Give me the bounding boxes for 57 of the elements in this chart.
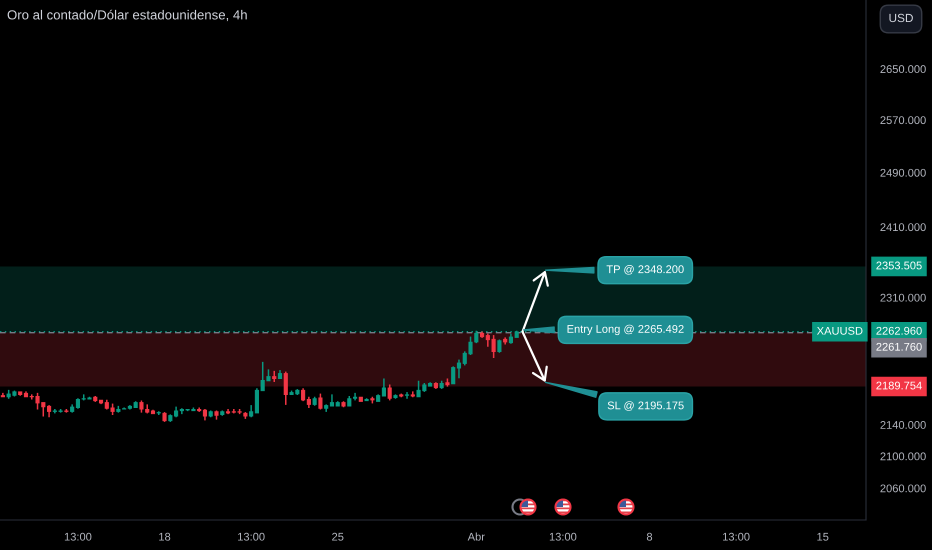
candlestick (388, 384, 392, 400)
x-tick-label: 15 (817, 532, 828, 541)
candlestick (0, 392, 5, 398)
candlestick (220, 410, 224, 416)
candlestick (440, 380, 444, 389)
candlestick (156, 411, 161, 415)
candlestick (272, 370, 276, 382)
candlestick (214, 410, 219, 420)
candlestick (393, 394, 398, 399)
x-tick-label: 18 (159, 532, 170, 541)
candlestick (445, 378, 450, 387)
candlestick (497, 340, 502, 353)
candlestick (284, 372, 288, 405)
candlestick (503, 337, 508, 345)
candlestick (318, 394, 322, 410)
y-tick-label: 2060.000 (880, 484, 926, 492)
annotation: SL @ 2195.175 (608, 401, 684, 411)
candlestick (208, 410, 213, 418)
x-tick-label: 13:00 (723, 532, 750, 541)
candlestick (404, 392, 410, 399)
text: XAUUSD (816, 326, 862, 335)
x-tick-label: 13:00 (238, 532, 265, 541)
ref-line-label: 2262.960 (876, 326, 922, 335)
band-label: 2353.505 (876, 262, 922, 270)
candlestick (162, 412, 167, 422)
x-tick-label: 13:00 (64, 532, 92, 541)
annotation: TP @ 2348.200 (606, 265, 684, 275)
y-tick-label: 2100.000 (880, 452, 926, 460)
candlestick (64, 408, 68, 413)
y-tick-label: 2650.000 (880, 65, 926, 74)
candlestick (364, 398, 369, 402)
y-tick-label: 2310.000 (880, 294, 926, 302)
band-label: 2189.754 (876, 382, 922, 390)
candlestick (278, 370, 282, 380)
candlestick (358, 396, 363, 402)
y-tick-label: 2140.000 (880, 421, 926, 429)
candlestick (370, 396, 374, 404)
candlestick (410, 391, 415, 398)
candlestick (312, 396, 317, 406)
candlestick (243, 412, 248, 419)
text: Oro al contado/Dólar estadounidense, 4h (8, 10, 247, 22)
candlestick (306, 396, 311, 408)
x-tick-label: 8 (646, 532, 652, 541)
candlestick (301, 388, 306, 402)
candlestick (341, 401, 346, 408)
x-tick-label: Abr (468, 532, 485, 541)
candlestick (399, 394, 404, 398)
ref-line-label: 2261.760 (876, 342, 922, 351)
y-tick-label: 2570.000 (880, 116, 926, 124)
annotation: Entry Long @ 2265.492 (568, 324, 684, 336)
y-tick-label: 2410.000 (880, 223, 926, 232)
candlestick (191, 407, 196, 412)
x-tick-label: 13:00 (550, 532, 576, 541)
y-axis-title: USD (889, 14, 913, 22)
x-tick-label: 25 (332, 532, 344, 541)
y-tick-label: 2490.000 (880, 168, 926, 177)
candlestick (434, 382, 438, 389)
